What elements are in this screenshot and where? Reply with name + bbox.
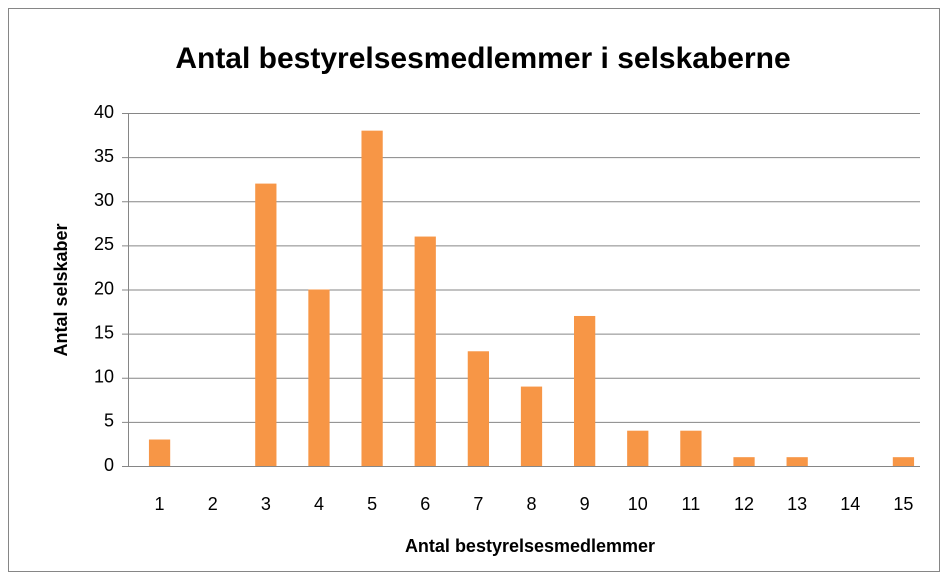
- x-tick-label: 7: [473, 494, 483, 514]
- x-tick-label: 1: [155, 494, 165, 514]
- y-tick-label: 20: [94, 278, 114, 298]
- x-tick-label: 8: [526, 494, 536, 514]
- x-tick-label: 9: [580, 494, 590, 514]
- x-tick-label: 15: [893, 494, 913, 514]
- x-tick-label: 14: [840, 494, 860, 514]
- bar: [361, 130, 383, 466]
- bar: [520, 386, 543, 466]
- bar: [308, 289, 330, 466]
- x-tick-label: 6: [420, 494, 430, 514]
- y-tick-label: 5: [104, 411, 114, 431]
- bar: [414, 236, 436, 466]
- y-tick-label: 10: [94, 367, 114, 387]
- y-tick-label: 25: [94, 234, 114, 254]
- x-axis-label: Antal bestyrelsesmedlemmer: [405, 536, 655, 556]
- x-tick-label: 10: [628, 494, 648, 514]
- y-tick-label: 0: [104, 455, 114, 475]
- y-tick-label: 15: [94, 322, 114, 342]
- y-tick-label: 35: [94, 146, 114, 166]
- y-tick-label: 30: [94, 190, 114, 210]
- bar: [892, 457, 915, 466]
- y-axis-label: Antal selskaber: [51, 223, 71, 356]
- bar: [467, 351, 489, 466]
- y-tick-label: 40: [94, 102, 114, 122]
- x-tick-label: 11: [682, 494, 701, 514]
- x-tick-label: 3: [261, 494, 271, 514]
- bar: [786, 457, 808, 466]
- bar: [733, 457, 755, 466]
- x-tick-label: 12: [734, 494, 754, 514]
- x-tick-label: 5: [367, 494, 377, 514]
- bar: [255, 183, 277, 466]
- bar: [627, 430, 649, 466]
- bar: [680, 430, 702, 466]
- bar: [574, 315, 596, 466]
- x-tick-label: 13: [787, 494, 807, 514]
- x-tick-label: 2: [208, 494, 218, 514]
- bar: [148, 439, 171, 466]
- chart-title: Antal bestyrelsesmedlemmer i selskaberne: [175, 42, 790, 75]
- x-tick-label: 4: [314, 494, 324, 514]
